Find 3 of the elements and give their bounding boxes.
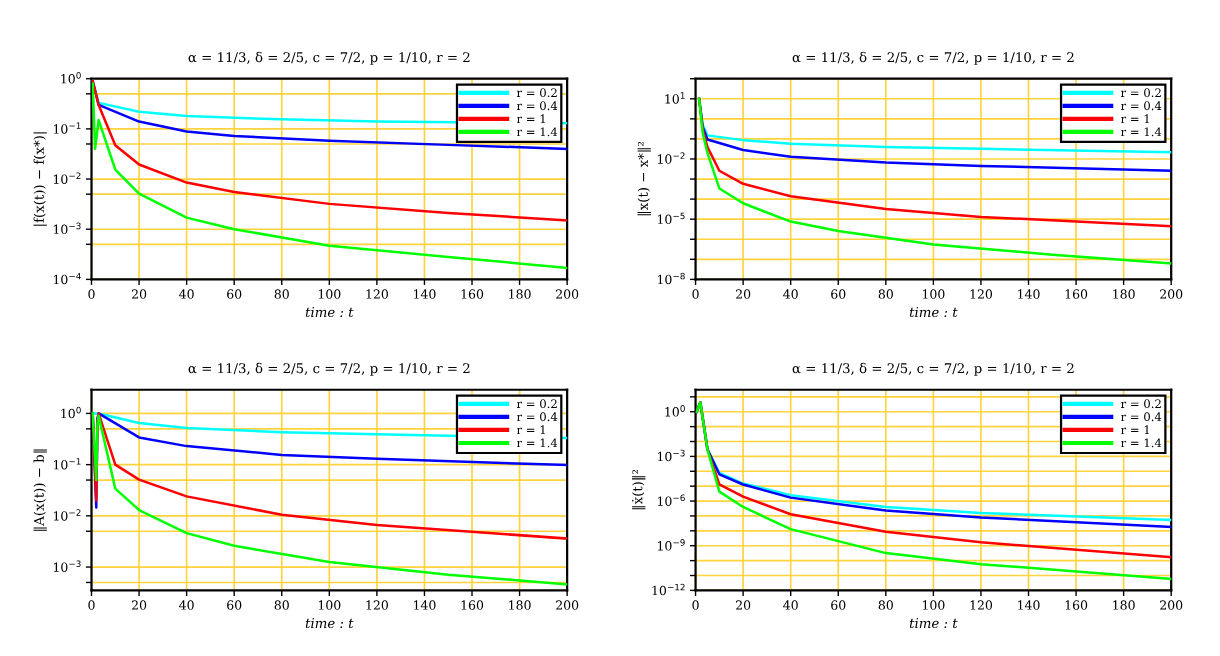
line-series bbox=[697, 97, 1172, 265]
line-series bbox=[91, 412, 568, 540]
line-series bbox=[91, 412, 568, 586]
